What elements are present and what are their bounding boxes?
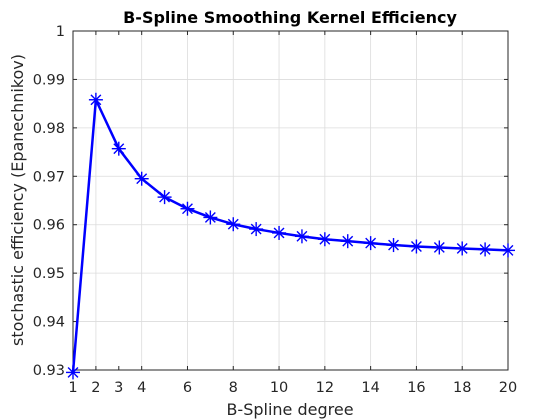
chart-title: B-Spline Smoothing Kernel Efficiency <box>123 8 457 27</box>
data-point <box>294 229 309 244</box>
y-tick-label: 0.94 <box>33 315 65 331</box>
x-tick-label: 1 <box>68 380 77 396</box>
x-tick-label: 4 <box>137 380 146 396</box>
y-axis-label: stochastic efficiency (Epanechnikov) <box>8 54 27 346</box>
data-point <box>409 239 424 254</box>
data-point <box>157 190 172 205</box>
data-point <box>455 241 470 256</box>
x-tick-label: 18 <box>453 380 471 396</box>
x-axis-label: B-Spline degree <box>226 400 353 419</box>
tick-labels: 1 2 3 4 6 8 10 12 14 16 18 200.930.940.950.960.970.… <box>33 24 518 396</box>
x-tick-label: 10 <box>270 380 288 396</box>
y-tick-label: 0.93 <box>33 363 65 379</box>
y-tick-label: 0.99 <box>33 72 65 88</box>
data-point <box>386 238 401 253</box>
data-point <box>134 171 149 186</box>
x-tick-label: 14 <box>361 380 379 396</box>
data-point <box>478 242 493 257</box>
y-tick-label: 0.96 <box>33 218 65 234</box>
x-tick-label: 6 <box>183 380 192 396</box>
data-point <box>249 222 264 237</box>
data-point <box>363 236 378 251</box>
data-point <box>317 232 332 247</box>
y-tick-label: 0.95 <box>33 266 65 282</box>
x-tick-label: 3 <box>114 380 123 396</box>
data-point <box>432 240 447 255</box>
x-tick-label: 12 <box>316 380 334 396</box>
data-point <box>226 217 241 232</box>
x-tick-label: 8 <box>229 380 238 396</box>
x-tick-label: 20 <box>499 380 517 396</box>
data-point <box>180 201 195 216</box>
plot-frame <box>72 30 509 371</box>
data-point <box>203 210 218 225</box>
data-point <box>272 225 287 240</box>
data-point <box>340 234 355 249</box>
y-tick-label: 0.97 <box>33 169 65 185</box>
y-tick-label: 0.98 <box>33 121 65 137</box>
plot-area <box>73 31 508 370</box>
data-point <box>111 141 126 156</box>
x-tick-label: 16 <box>407 380 425 396</box>
data-point <box>66 365 80 380</box>
data-point <box>88 92 103 107</box>
series <box>66 92 515 380</box>
x-tick-label: 2 <box>91 380 100 396</box>
y-tick-label: 1 <box>56 24 65 40</box>
data-point <box>501 243 515 258</box>
